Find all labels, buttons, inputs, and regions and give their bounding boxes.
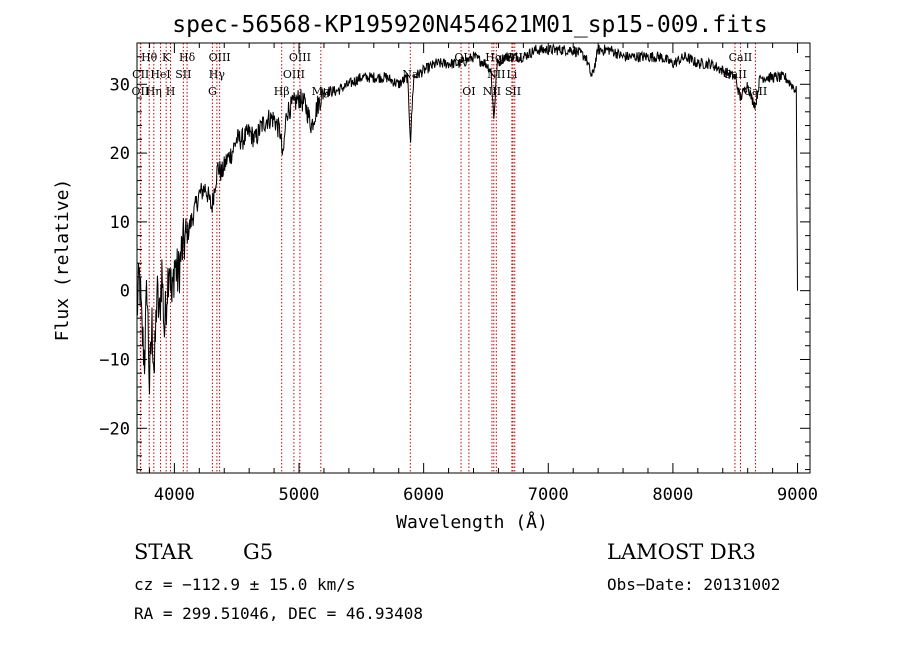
chart-title: spec-56568-KP195920N454621M01_sp15-009.f… [172, 12, 767, 38]
y-tick-label: 20 [110, 144, 130, 164]
y-tick-label: −20 [99, 419, 130, 439]
object-class: STAR [134, 540, 193, 564]
line-label: CaII [744, 85, 768, 98]
line-label: SII [505, 85, 521, 98]
line-label: OI [454, 51, 467, 64]
line-label: CaII [729, 51, 753, 64]
line-label: OIII [289, 51, 311, 64]
line-label: CaII [723, 68, 747, 81]
line-label: Hα [485, 51, 503, 64]
line-label: OIII [283, 68, 305, 81]
line-label: Hβ [274, 85, 290, 98]
line-label: Li [506, 68, 517, 81]
x-tick-label: 5000 [279, 485, 320, 505]
line-label: CII [132, 68, 149, 81]
x-tick-label: 9000 [777, 485, 818, 505]
x-tick-label: 7000 [528, 485, 569, 505]
x-axis-label: Wavelength (Å) [396, 511, 548, 533]
line-label: Hγ [209, 68, 226, 81]
line-label: Hη [146, 85, 162, 98]
y-axis-label: Flux (relative) [52, 179, 73, 342]
object-subclass: G5 [243, 540, 274, 564]
obs-date: Obs−Date: 20131002 [607, 575, 781, 594]
survey-label: LAMOST DR3 [607, 540, 756, 564]
y-tick-label: 10 [110, 213, 130, 233]
spectrum-line [136, 43, 798, 395]
line-label: OII [132, 85, 150, 98]
x-tick-label: 6000 [403, 485, 444, 505]
x-tick-label: 8000 [652, 485, 693, 505]
line-label: NII [483, 85, 501, 98]
line-label: Mg [312, 85, 330, 98]
axis-ticks: 4000 5000 6000 7000 8000 9000 −20 −10 0 10 20 30 [99, 43, 818, 505]
coordinates-text: RA = 299.51046, DEC = 46.93408 [134, 604, 423, 623]
y-tick-label: −10 [99, 350, 130, 370]
line-label: H [166, 85, 176, 98]
line-label: Na [402, 68, 419, 81]
line-markers [139, 43, 756, 473]
y-tick-label: 0 [120, 282, 130, 302]
spectrum-chart: spec-56568-KP195920N454621M01_sp15-009.f… [52, 12, 818, 533]
line-label: HeI [150, 68, 170, 81]
plot-frame [136, 42, 811, 474]
line-label: OI [462, 85, 475, 98]
line-label: SII [507, 51, 523, 64]
line-label: K [162, 51, 171, 64]
line-label: Hθ [141, 51, 158, 64]
line-label: G [208, 85, 217, 98]
redshift-text: cz = −112.9 ± 15.0 km/s [134, 575, 356, 594]
line-label: OIII [209, 51, 231, 64]
x-tick-label: 4000 [154, 485, 195, 505]
line-label: SII [175, 68, 191, 81]
line-label: Hδ [179, 51, 196, 64]
line-label: NII [487, 68, 505, 81]
y-tick-label: 30 [110, 75, 130, 95]
